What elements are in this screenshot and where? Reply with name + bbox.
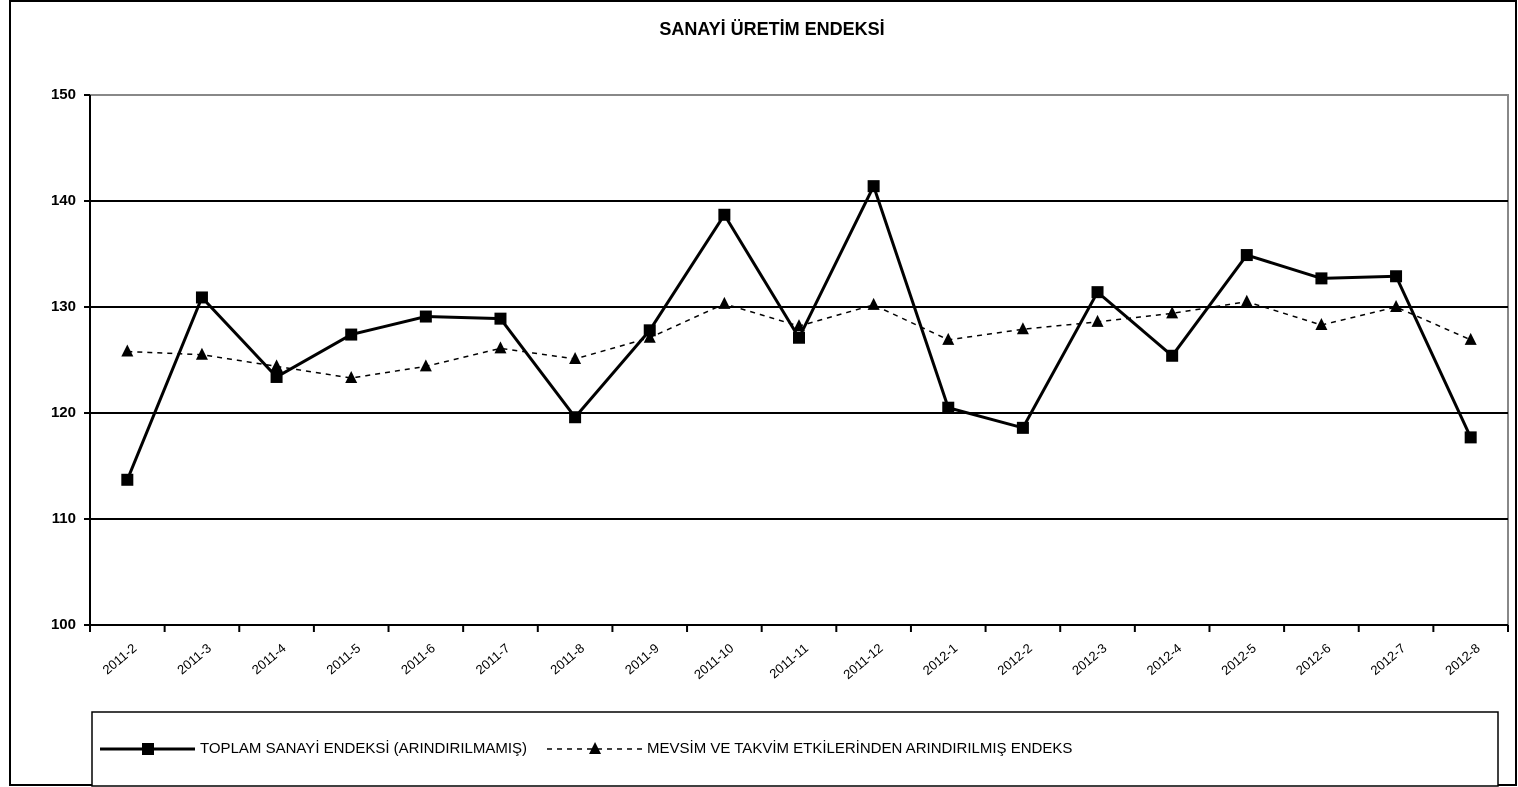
data-point <box>942 332 955 345</box>
data-point <box>1091 314 1104 327</box>
data-point <box>793 331 805 344</box>
data-point <box>494 341 507 354</box>
data-point <box>1464 332 1477 345</box>
y-tick-label: 150 <box>51 86 76 103</box>
data-point <box>195 347 208 360</box>
data-point <box>1390 270 1403 283</box>
chart-title: SANAYİ ÜRETİM ENDEKSİ <box>659 19 884 39</box>
data-point <box>270 370 283 383</box>
data-point <box>1240 249 1253 262</box>
data-point <box>345 371 358 384</box>
data-point <box>1464 431 1477 444</box>
data-point <box>1091 286 1104 299</box>
data-point <box>569 411 582 424</box>
data-point <box>718 208 731 221</box>
data-point <box>793 319 805 332</box>
y-tick-label: 130 <box>51 298 76 315</box>
legend-label: MEVSİM VE TAKVİM ETKİLERİNDEN ARINDIRILM… <box>647 739 1072 757</box>
data-point <box>589 742 602 754</box>
y-tick-label: 140 <box>51 192 76 209</box>
data-point <box>419 310 432 323</box>
data-point <box>270 359 283 372</box>
data-point <box>1315 318 1328 331</box>
data-point <box>718 296 731 309</box>
plot-area <box>89 94 1509 626</box>
legend-box <box>91 711 1499 787</box>
data-point <box>643 330 656 343</box>
data-point <box>1390 300 1403 312</box>
data-point <box>1315 272 1328 285</box>
data-point <box>121 344 134 357</box>
data-point <box>867 180 880 193</box>
data-point <box>195 291 208 304</box>
data-point <box>142 743 154 755</box>
data-point <box>494 312 507 325</box>
data-point <box>1016 421 1029 434</box>
data-point <box>1166 349 1179 362</box>
data-point <box>1016 322 1029 335</box>
data-point <box>121 473 134 486</box>
data-point <box>643 324 656 337</box>
data-point <box>1166 306 1179 319</box>
y-tick-label: 110 <box>52 510 76 527</box>
data-point <box>942 401 955 414</box>
y-tick-label: 100 <box>51 616 76 633</box>
data-point <box>1240 294 1253 307</box>
data-point <box>419 359 432 372</box>
data-point <box>345 328 358 341</box>
data-point <box>867 297 880 310</box>
y-tick-label: 120 <box>51 404 76 421</box>
legend-label: TOPLAM SANAYİ ENDEKSİ (ARINDIRILMAMIŞ) <box>200 739 527 757</box>
data-point <box>569 351 582 364</box>
